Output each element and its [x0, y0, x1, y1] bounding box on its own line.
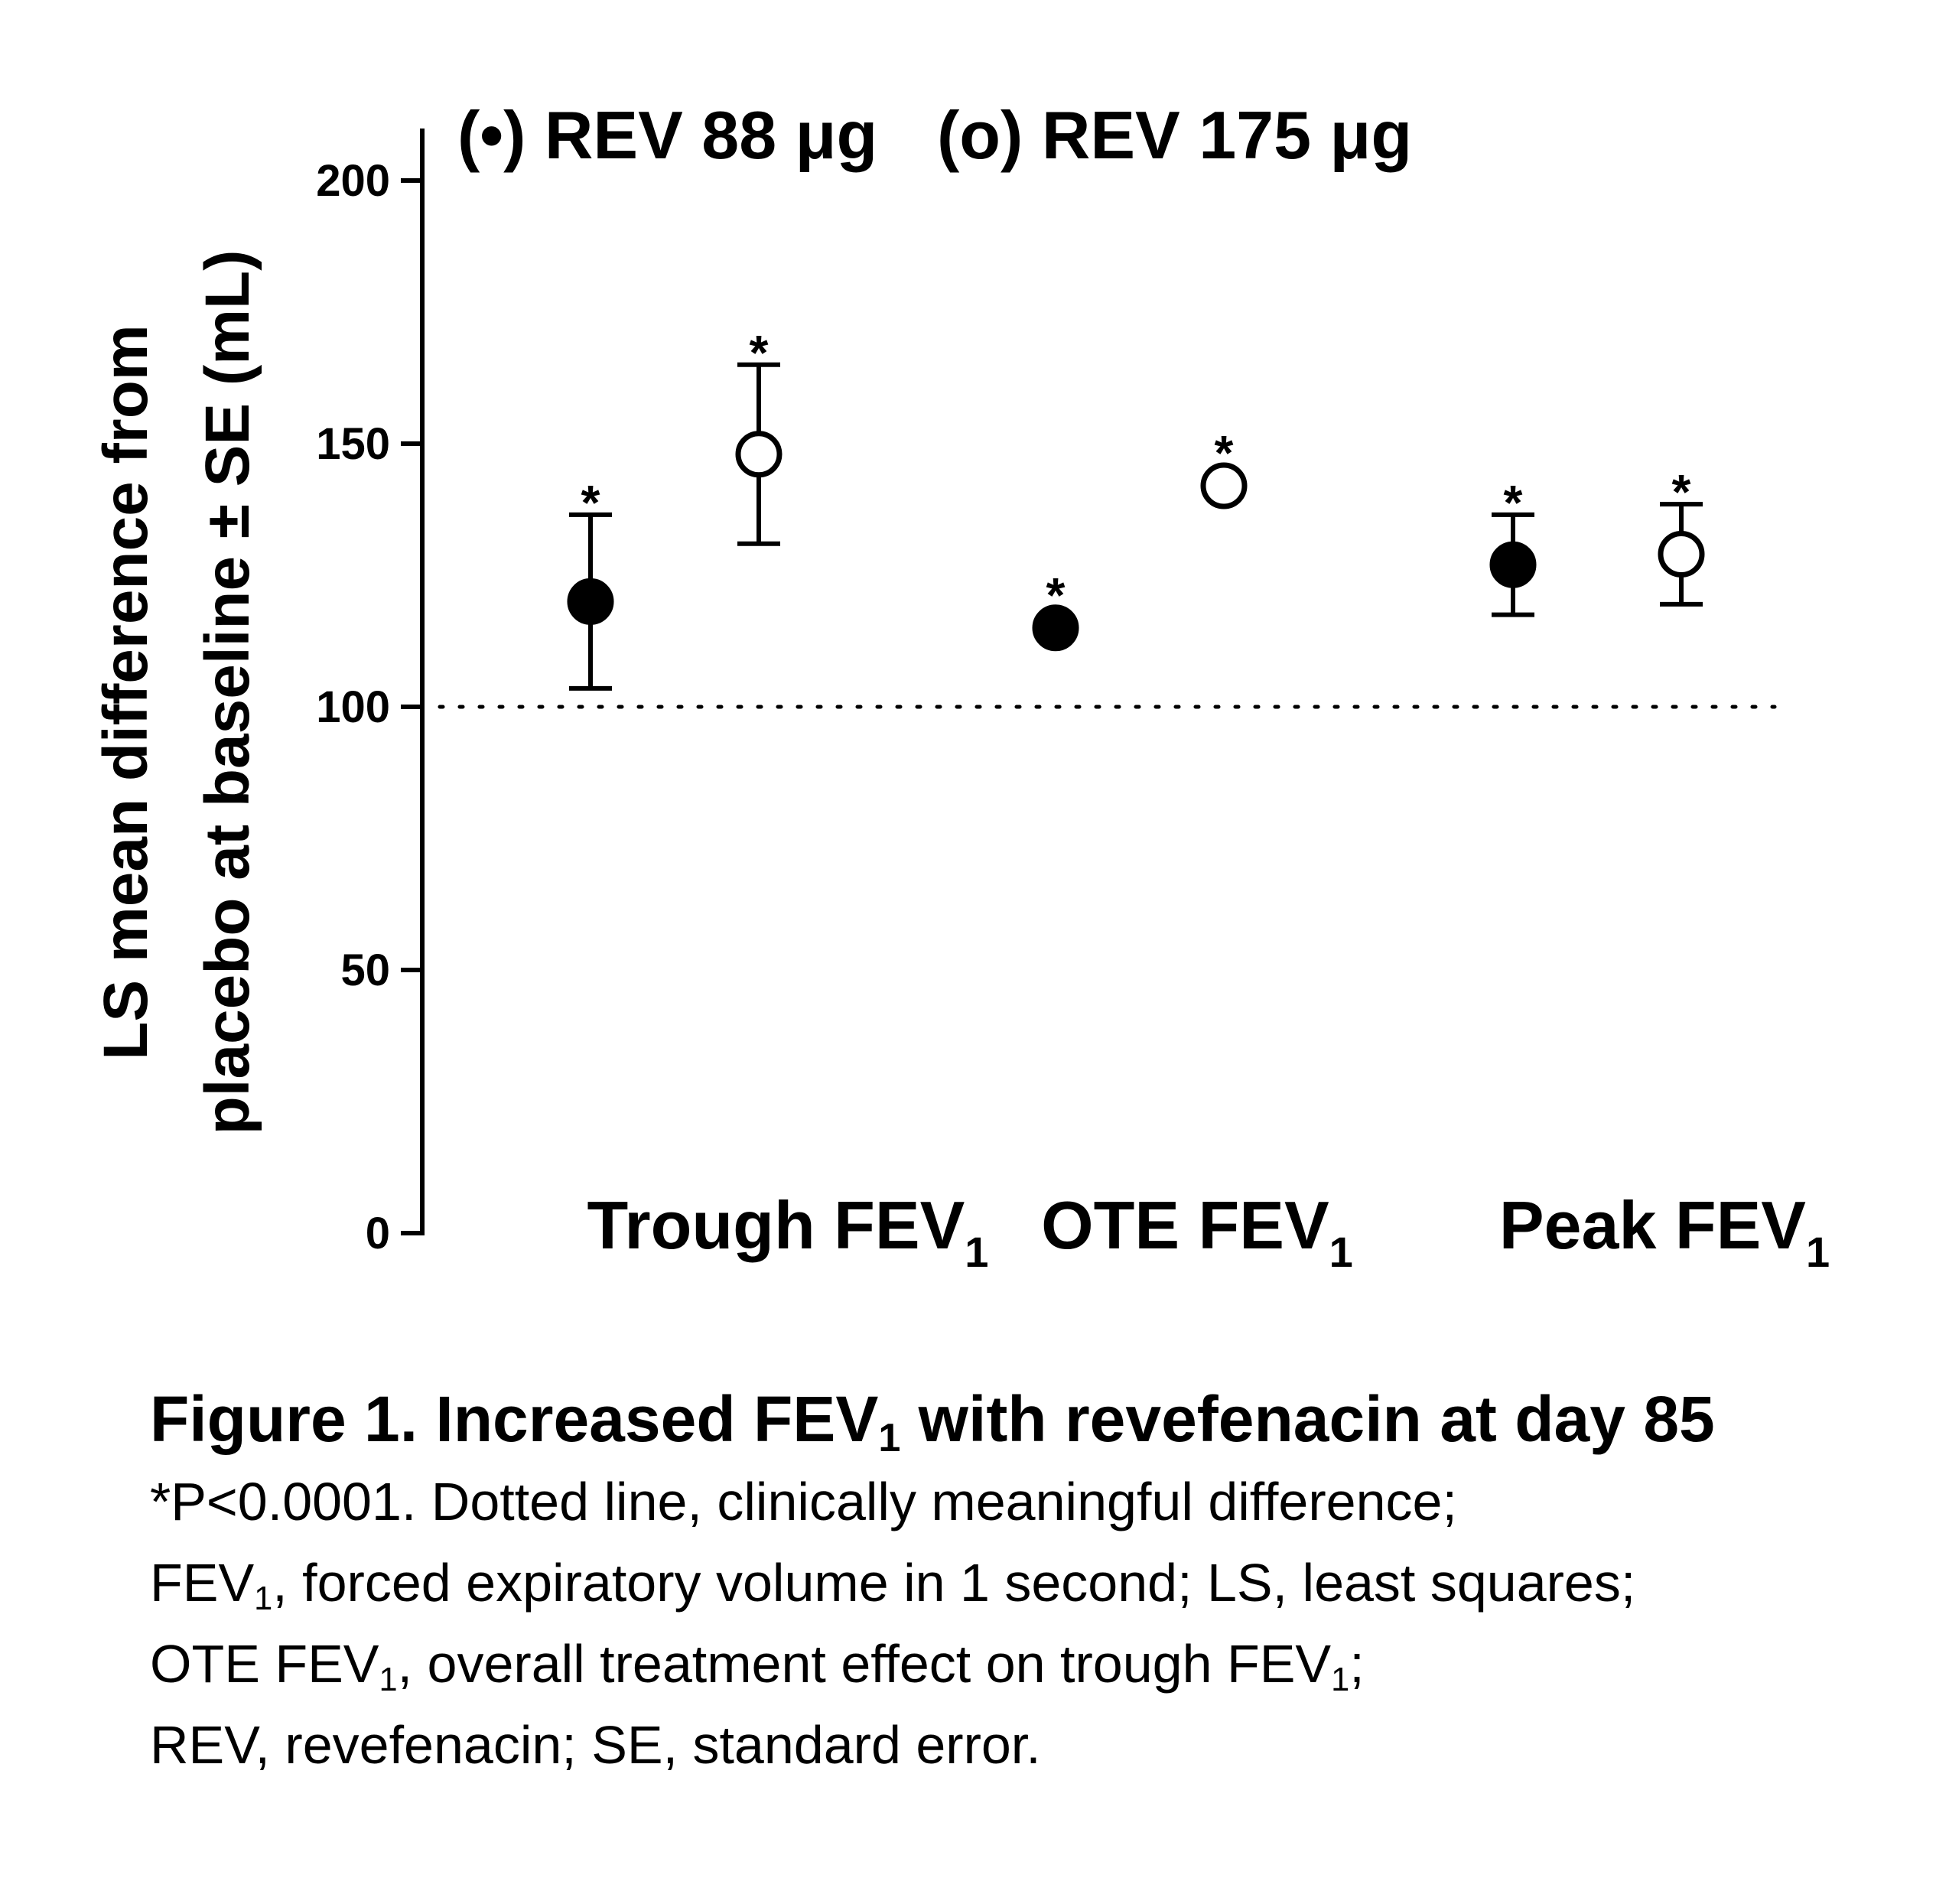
caption-line-2: FEV1, forced expiratory volume in 1 seco… — [150, 1553, 1636, 1617]
y-tick-label-50: 50 — [340, 945, 390, 995]
data-point-s1-c2 — [1032, 604, 1079, 652]
figure-caption: Figure 1. Increased FEV1 with revefenaci… — [150, 1377, 1909, 1785]
y-tick-label-0: 0 — [366, 1209, 390, 1258]
legend-item-1: (•) REV 88 μg — [457, 97, 877, 173]
data-point-s1-c1 — [567, 578, 614, 625]
y-tick-label-200: 200 — [316, 156, 390, 206]
significance-star-s1-c3: * — [1504, 475, 1523, 530]
caption-title: Figure 1. Increased FEV1 with revefenaci… — [150, 1383, 1715, 1461]
significance-star-s1-c2: * — [1046, 568, 1066, 623]
legend-item-2: (o) REV 175 μg — [937, 97, 1412, 173]
axes: 0 50 100 150 200 — [316, 129, 1777, 1258]
category-label-2: OTE FEV1 — [1041, 1187, 1353, 1276]
significance-star-s2-c1: * — [750, 325, 769, 380]
data-point-s2-c2 — [1200, 462, 1248, 509]
axis-labels: LS mean difference from placebo at baseli… — [91, 250, 1830, 1276]
y-tick-label-100: 100 — [316, 682, 390, 732]
category-label-3: Peak FEV1 — [1499, 1187, 1830, 1276]
caption-line-3: OTE FEV1, overall treatment effect on tr… — [150, 1634, 1365, 1698]
significance-star-s2-c3: * — [1672, 464, 1691, 519]
legend: (•) REV 88 μg (o) REV 175 μg — [457, 97, 1412, 173]
data-point-s2-c3 — [1658, 530, 1705, 578]
data-point-s2-c1 — [735, 431, 783, 478]
category-label-1: Trough FEV1 — [587, 1187, 989, 1276]
significance-star-s2-c2: * — [1215, 425, 1234, 480]
caption-line-4: REV, revefenacin; SE, standard error. — [150, 1715, 1041, 1775]
data-marks: * * * * * * — [567, 325, 1705, 691]
y-axis-title-line1: LS mean difference from — [91, 324, 161, 1059]
significance-star-s1-c1: * — [581, 475, 600, 530]
caption-line-1: *P<0.0001. Dotted line, clinically meani… — [150, 1472, 1457, 1531]
y-tick-label-150: 150 — [316, 419, 390, 469]
y-axis-title-line2: placebo at baseline ± SE (mL) — [193, 250, 262, 1135]
data-point-s1-c3 — [1489, 541, 1537, 588]
